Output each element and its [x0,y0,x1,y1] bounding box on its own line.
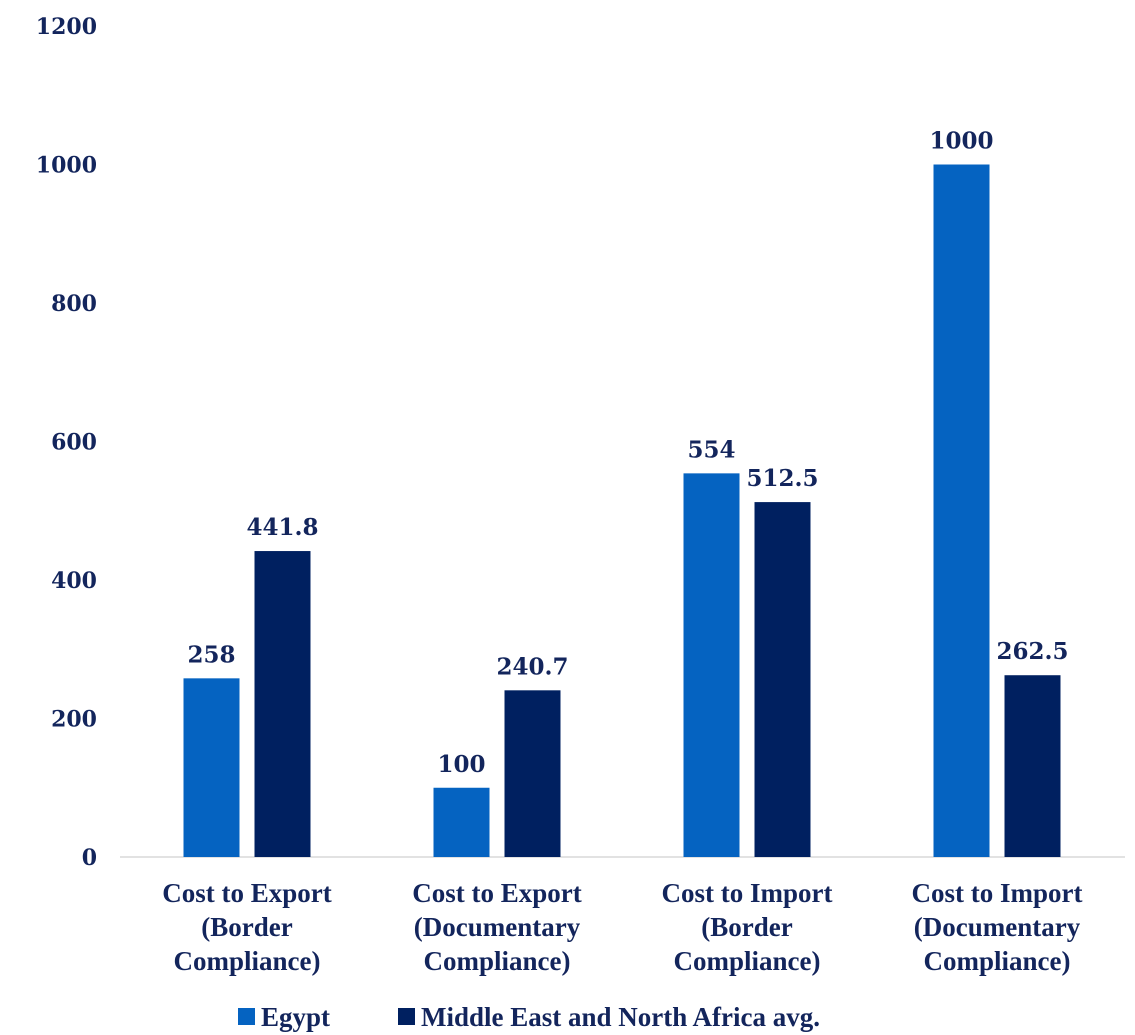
category-label: (Border [201,912,292,942]
category-label: Cost to Import [662,878,833,908]
category-label: Compliance) [924,946,1071,976]
category-label: Cost to Export [162,878,332,908]
y-tick-label: 1200 [36,14,97,40]
y-tick-label: 600 [51,430,97,456]
data-label: 100 [437,751,485,778]
category-label: (Documentary [414,912,581,942]
y-tick-label: 200 [51,707,97,733]
bar-egypt-1 [433,787,490,857]
data-label: 262.5 [996,638,1068,665]
bar-egypt-3 [933,164,990,857]
bar-mena-1 [504,690,561,857]
legend-label-egypt: Egypt [261,1002,330,1032]
legend-swatch-egypt [238,1008,255,1025]
data-label: 240.7 [496,653,568,680]
bar-egypt-2 [683,473,740,857]
data-label: 554 [687,436,735,463]
legend-label-mena: Middle East and North Africa avg. [421,1002,820,1032]
category-label: Compliance) [174,946,321,976]
data-label: 512.5 [746,465,818,492]
bar-mena-2 [754,502,811,857]
y-tick-label: 400 [51,568,97,594]
category-label: Cost to Import [912,878,1083,908]
data-labels-group: 258 100 554 1000 441.8 240.7 512.5 262.5 [187,128,1068,778]
category-label: (Border [701,912,792,942]
bars-group [183,164,1061,857]
bar-mena-0 [254,551,311,857]
y-tick-label: 800 [51,291,97,317]
data-label: 258 [187,641,235,668]
y-axis-ticks: 0 200 400 600 800 1000 1200 [36,14,97,871]
bar-mena-3 [1004,675,1061,857]
category-label: (Documentary [914,912,1081,942]
legend-swatch-mena [398,1008,415,1025]
category-label: Compliance) [424,946,571,976]
legend: Egypt Middle East and North Africa avg. [238,1002,820,1032]
bar-egypt-0 [183,678,240,857]
category-label: Cost to Export [412,878,582,908]
category-label: Compliance) [674,946,821,976]
data-label: 1000 [929,128,993,155]
category-labels-group: Cost to Export (Border Compliance) Cost to … [162,878,1082,976]
y-tick-label: 0 [82,845,97,871]
data-label: 441.8 [246,514,318,541]
y-tick-label: 1000 [36,153,97,179]
